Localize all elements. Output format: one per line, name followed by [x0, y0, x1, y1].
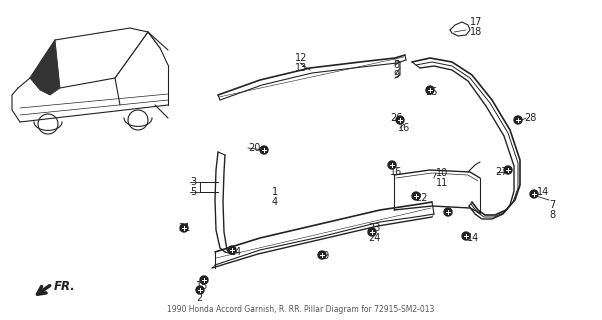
Text: 28: 28: [524, 113, 536, 123]
Circle shape: [388, 161, 396, 169]
Text: 4: 4: [272, 197, 278, 207]
Text: 12: 12: [295, 53, 308, 63]
Circle shape: [426, 86, 434, 94]
Text: 14: 14: [537, 187, 549, 197]
Text: 16: 16: [398, 123, 410, 133]
Text: 2: 2: [196, 293, 202, 303]
Polygon shape: [30, 40, 60, 95]
Circle shape: [228, 246, 236, 254]
Text: 18: 18: [470, 27, 482, 37]
Text: 21: 21: [178, 223, 190, 233]
Circle shape: [180, 224, 188, 232]
Text: 7: 7: [549, 200, 555, 210]
Circle shape: [318, 251, 326, 259]
Circle shape: [368, 228, 376, 236]
Text: 11: 11: [436, 178, 448, 188]
Text: 16: 16: [390, 167, 402, 177]
Text: 19: 19: [318, 251, 330, 261]
Circle shape: [444, 208, 452, 216]
Circle shape: [412, 192, 420, 200]
Text: 10: 10: [436, 168, 448, 178]
Text: 24: 24: [368, 233, 380, 243]
Text: FR.: FR.: [54, 279, 76, 292]
Circle shape: [200, 276, 208, 284]
Text: 20: 20: [248, 143, 261, 153]
Text: 5: 5: [190, 187, 196, 197]
Circle shape: [514, 116, 522, 124]
Text: 13: 13: [295, 63, 307, 73]
Text: 26: 26: [390, 113, 402, 123]
Circle shape: [196, 286, 204, 294]
Text: 23: 23: [368, 223, 380, 233]
Text: 14: 14: [467, 233, 479, 243]
Text: 27: 27: [495, 167, 507, 177]
Text: 6: 6: [393, 60, 399, 70]
Text: 8: 8: [549, 210, 555, 220]
Text: 9: 9: [393, 70, 399, 80]
Circle shape: [462, 232, 470, 240]
Text: 1990 Honda Accord Garnish, R. RR. Pillar Diagram for 72915-SM2-013: 1990 Honda Accord Garnish, R. RR. Pillar…: [167, 305, 435, 314]
Text: 14: 14: [230, 247, 242, 257]
Text: 3: 3: [190, 177, 196, 187]
Text: 25: 25: [425, 87, 438, 97]
Text: 17: 17: [470, 17, 482, 27]
Text: 15: 15: [196, 281, 208, 291]
Circle shape: [504, 166, 512, 174]
Circle shape: [530, 190, 538, 198]
Circle shape: [396, 116, 404, 124]
Text: 22: 22: [415, 193, 427, 203]
Text: 1: 1: [272, 187, 278, 197]
Circle shape: [260, 146, 268, 154]
